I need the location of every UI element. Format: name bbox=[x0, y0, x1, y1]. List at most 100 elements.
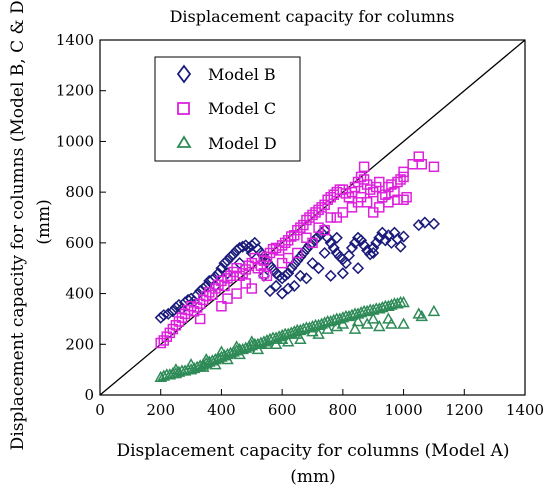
point-model-b bbox=[291, 254, 304, 267]
point-model-c bbox=[282, 252, 294, 264]
point-model-b bbox=[270, 279, 283, 293]
point-model-d bbox=[233, 347, 246, 360]
point-model-b bbox=[294, 250, 307, 263]
point-model-d bbox=[336, 317, 350, 329]
point-model-c bbox=[240, 278, 251, 289]
point-model-b bbox=[300, 272, 313, 285]
point-model-d bbox=[397, 295, 410, 308]
point-model-b bbox=[306, 257, 319, 270]
point-model-b bbox=[279, 269, 292, 282]
point-model-d bbox=[397, 317, 410, 329]
point-model-d bbox=[209, 358, 222, 370]
point-model-b bbox=[336, 267, 349, 280]
point-model-c bbox=[316, 202, 327, 213]
point-model-b bbox=[397, 230, 410, 243]
point-model-d bbox=[260, 337, 274, 350]
point-model-d bbox=[306, 325, 319, 337]
point-model-b bbox=[355, 234, 368, 247]
x-tick-label: 1400 bbox=[506, 401, 544, 419]
point-model-b bbox=[166, 305, 179, 318]
point-model-b bbox=[370, 236, 383, 249]
point-model-d bbox=[215, 345, 228, 357]
point-model-c bbox=[286, 231, 297, 242]
point-model-b bbox=[358, 239, 371, 252]
point-model-c bbox=[295, 222, 306, 233]
point-model-b bbox=[242, 241, 255, 254]
legend-entry-model-b: Model B bbox=[176, 64, 276, 84]
plot-area: 0 200 400 600 800 1000 1200 1400 0 200 400 600 800 10… bbox=[56, 31, 544, 419]
point-model-b bbox=[197, 282, 210, 295]
point-model-b bbox=[351, 262, 365, 275]
point-model-c bbox=[216, 301, 227, 312]
point-model-d bbox=[251, 342, 265, 355]
x-tick-label: 800 bbox=[329, 401, 358, 419]
point-model-b bbox=[209, 271, 222, 284]
x-tick-label: 1000 bbox=[384, 401, 422, 419]
point-model-d bbox=[169, 363, 183, 375]
point-model-c bbox=[279, 237, 291, 249]
point-model-b bbox=[294, 269, 307, 282]
point-model-d bbox=[196, 360, 210, 372]
point-model-d bbox=[427, 304, 441, 317]
legend-marker-model-c bbox=[177, 102, 190, 115]
point-model-b bbox=[321, 231, 334, 244]
point-model-b bbox=[282, 282, 295, 295]
legend-marker-model-d bbox=[176, 135, 192, 148]
legend-label-model-d: Model D bbox=[208, 134, 277, 153]
point-model-c bbox=[222, 273, 233, 284]
y-axis-title: Displacement capacity for columns (Model… bbox=[8, 0, 28, 450]
point-model-b bbox=[324, 236, 337, 249]
point-model-b bbox=[215, 262, 228, 275]
point-model-b bbox=[327, 241, 340, 254]
point-model-c bbox=[222, 293, 233, 304]
y-tick-label: 600 bbox=[65, 234, 94, 252]
y-tick-label: 0 bbox=[84, 386, 94, 404]
point-model-b bbox=[324, 269, 337, 282]
point-model-d bbox=[184, 358, 198, 370]
point-model-c bbox=[234, 270, 245, 282]
x-tick-label: 200 bbox=[146, 401, 175, 419]
point-model-c bbox=[231, 288, 242, 299]
y-tick-label: 1200 bbox=[56, 82, 94, 100]
point-model-b bbox=[157, 309, 170, 322]
point-model-d bbox=[366, 312, 380, 324]
legend-entry-model-c: Model C bbox=[177, 99, 276, 118]
point-model-b bbox=[224, 250, 237, 263]
point-model-c bbox=[364, 184, 376, 195]
point-model-d bbox=[385, 317, 398, 329]
point-model-b bbox=[309, 232, 322, 246]
x-tick-label: 400 bbox=[207, 401, 236, 419]
plot-frame bbox=[99, 39, 526, 396]
point-model-b bbox=[367, 241, 380, 254]
point-model-d bbox=[281, 335, 295, 347]
point-model-c bbox=[358, 161, 370, 173]
point-model-d bbox=[348, 322, 362, 334]
point-model-b bbox=[348, 236, 362, 249]
legend-marker-model-b bbox=[176, 64, 192, 84]
point-model-c bbox=[331, 212, 343, 223]
point-model-c bbox=[313, 222, 324, 233]
point-model-b bbox=[233, 241, 246, 254]
point-model-d bbox=[221, 352, 234, 365]
point-model-d bbox=[351, 314, 365, 327]
point-model-c bbox=[389, 186, 400, 198]
point-model-b bbox=[162, 307, 175, 320]
x-axis-title: Displacement capacity for columns (Model… bbox=[116, 441, 509, 461]
point-model-d bbox=[275, 332, 289, 344]
legend: Model B Model C Model D bbox=[154, 56, 301, 162]
point-model-c bbox=[413, 151, 424, 162]
point-model-c bbox=[398, 194, 409, 205]
point-model-d bbox=[415, 309, 429, 322]
legend-label-model-c: Model C bbox=[208, 99, 276, 118]
point-model-b bbox=[339, 257, 352, 270]
point-model-d bbox=[360, 317, 374, 329]
point-model-d bbox=[321, 322, 334, 334]
point-model-b bbox=[303, 239, 316, 252]
point-model-c bbox=[416, 159, 428, 170]
y-tick-label: 200 bbox=[65, 335, 94, 353]
y-tick-label: 800 bbox=[65, 183, 94, 201]
x-axis-title-unit: (mm) bbox=[290, 467, 336, 487]
point-model-b bbox=[276, 272, 289, 285]
point-model-b bbox=[227, 248, 240, 261]
